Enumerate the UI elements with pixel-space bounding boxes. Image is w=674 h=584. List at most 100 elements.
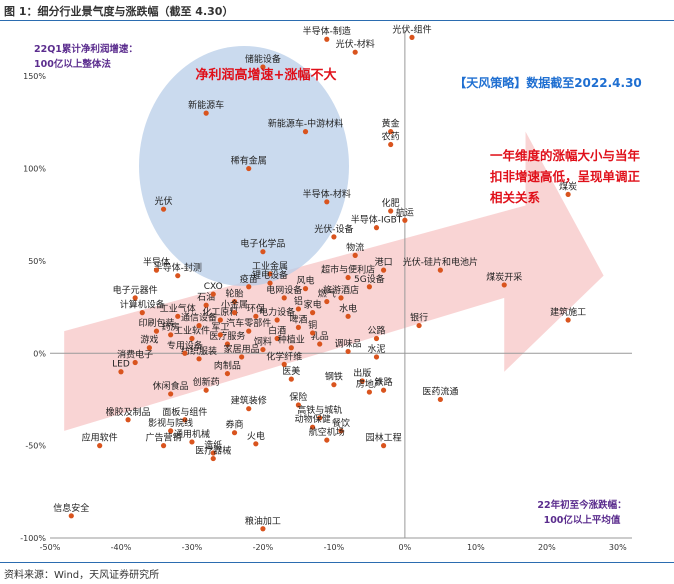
data-point [324,298,330,305]
point-label: 新能源车 [188,99,224,111]
data-point [231,430,238,436]
y-axis-note: 22Q1累计净利润增速： [34,43,138,55]
x-tick-label: -10% [324,543,345,552]
data-point [153,328,160,334]
point-label: 煤炭开采 [486,271,522,283]
y-tick-label: 0% [33,349,46,358]
point-label: 纺织服装 [181,345,217,357]
point-label: 面板与组件 [162,406,207,418]
data-point [246,328,252,334]
point-label: 航运 [396,206,414,218]
data-point [324,437,330,443]
data-point [281,295,287,301]
data-point [416,322,422,329]
data-point [295,306,302,312]
point-label: 工业金属 [252,260,288,272]
point-label: 5G设备 [354,273,385,285]
x-axis-note: 100亿以上平均值 [544,514,621,526]
point-label: 水泥 [367,343,385,355]
point-label: 锂电设备 [252,269,288,281]
data-point [288,345,294,351]
point-label: 物流 [346,241,364,253]
point-label: 调味品 [335,337,362,349]
x-tick-label: -30% [182,543,203,552]
point-label: 券商 [226,419,244,431]
data-point [331,234,337,240]
point-label: 化肥 [382,197,400,209]
point-label: 广告营销 [146,432,182,444]
point-label: 建筑施工 [550,306,586,318]
point-label: 环保 [247,302,265,314]
data-point [274,317,280,323]
point-label: 港口 [375,256,393,268]
point-label: 风电 [297,275,315,287]
data-point [210,291,216,297]
data-point [324,199,330,205]
data-point [324,36,330,42]
point-label: 计算机设备 [120,299,165,311]
point-label: 医美 [282,365,300,377]
data-point [437,396,443,403]
point-label: 园林工程 [366,432,402,444]
point-label: 银行 [410,312,428,324]
data-point [373,354,380,360]
point-label: 新能源车-中游材料 [268,118,343,130]
data-point [139,310,145,316]
y-tick-label: 150% [23,72,46,81]
data-point [317,341,323,347]
point-label: 公路 [367,324,385,336]
point-label: 饲料 [254,336,272,348]
point-label: 橡胶及制品 [106,406,151,418]
point-label: 工业软件 [174,324,210,336]
data-point [189,335,195,342]
x-tick-label: -50% [40,543,61,552]
source-note: 资料来源：Wind，天风证券研究所 [4,570,160,581]
figure-title: 图 1：细分行业景气度与涨跌幅（截至 4.30） [4,5,234,18]
data-point [253,313,259,319]
point-label: 光伏 [155,195,173,207]
point-label: 光伏-硅片和电池片 [403,256,478,268]
data-point [68,513,74,519]
data-point [295,402,302,408]
point-label: 铁路 [375,376,393,388]
point-label: 动物保健 [295,413,331,425]
point-label: 铝 [294,295,303,307]
point-label: 餐饮 [332,417,350,429]
point-label: 粮油加工 [245,515,281,527]
data-point [146,345,152,351]
data-point [295,324,302,331]
data-point [175,313,181,319]
point-label: 农药 [382,131,400,143]
point-label: 啤酒 [289,313,307,325]
data-point [310,424,316,430]
point-label: 半导体-封测 [154,262,202,274]
point-label: 轮胎 [226,288,244,300]
data-point [246,284,252,290]
point-label: 小金属 [221,299,248,311]
point-label: 房地产 [356,378,383,390]
x-tick-label: 0% [399,543,412,552]
data-point [302,286,309,292]
point-label: LED [112,360,130,370]
y-tick-label: -100% [20,534,46,543]
data-point [224,370,231,377]
highlight-ellipse [139,46,349,286]
point-label: 药房 [162,321,180,333]
data-point [203,302,209,308]
strategy-note: 【天风策略】数据截至2022.4.30 [454,75,642,90]
point-label: 专用设备 [167,339,203,351]
data-point [338,295,344,301]
data-point [373,335,380,342]
y-axis-note: 100亿以上整体法 [34,58,111,70]
data-point [281,361,287,367]
data-point [345,313,351,319]
point-label: 电子元器件 [113,284,158,296]
point-label: 家居用品 [224,343,260,355]
x-tick-label: 20% [538,543,556,552]
data-point [366,284,372,290]
data-point [402,217,408,223]
point-label: 休闲食品 [153,380,189,392]
data-point [168,332,174,338]
point-label: 旅游酒店 [323,284,359,296]
point-label: 半导体-材料 [303,188,351,200]
